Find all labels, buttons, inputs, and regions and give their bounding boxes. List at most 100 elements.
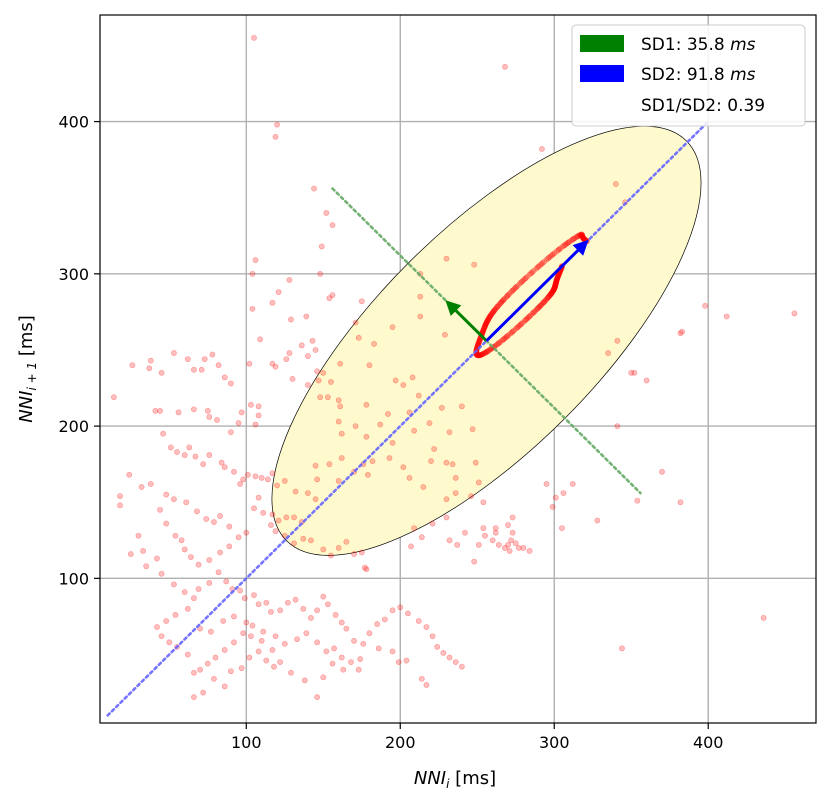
scatter-point (292, 488, 299, 495)
scatter-point (244, 471, 251, 478)
scatter-point (218, 459, 225, 466)
scatter-point (539, 260, 546, 266)
scatter-point (552, 283, 559, 289)
scatter-point (418, 534, 425, 541)
scatter-point (505, 541, 511, 548)
scatter-point (505, 522, 511, 528)
scatter-point (523, 316, 530, 323)
scatter-point (482, 321, 489, 328)
scatter-point (537, 262, 543, 269)
scatter-point (530, 268, 537, 274)
scatter-point (634, 497, 641, 504)
scatter-point (221, 374, 228, 381)
scatter-point (482, 349, 489, 356)
scatter-point (231, 613, 237, 620)
scatter-point (486, 315, 492, 321)
scatter-point (452, 474, 459, 481)
scatter-point (152, 407, 159, 414)
scatter-point (555, 247, 562, 253)
scatter-point (554, 274, 561, 281)
scatter-point (167, 444, 174, 451)
scatter-point (677, 499, 684, 506)
scatter-point (548, 291, 554, 297)
scatter-point (227, 668, 234, 675)
scatter-point (552, 281, 559, 288)
scatter-point (628, 369, 635, 376)
scatter-point (446, 654, 453, 661)
scatter-point (502, 334, 509, 341)
scatter-point (614, 337, 621, 344)
scatter-point (283, 356, 290, 363)
scatter-point (352, 319, 359, 326)
scatter-point (314, 476, 321, 483)
y-tick-label: 400 (58, 113, 89, 132)
scatter-point (521, 318, 528, 324)
scatter-point (272, 633, 279, 640)
scatter-point (241, 595, 248, 602)
scatter-point (274, 121, 280, 128)
scatter-point (492, 525, 499, 532)
scatter-point (504, 333, 511, 340)
scatter-point (543, 296, 550, 303)
scatter-point (547, 291, 554, 298)
scatter-point (484, 317, 491, 324)
scatter-point (172, 532, 179, 539)
scatter-point (494, 341, 501, 348)
scatter-point (483, 349, 490, 355)
scatter-point (552, 494, 559, 501)
scatter-point (480, 327, 487, 333)
scatter-point (203, 516, 210, 522)
scatter-point (533, 265, 539, 272)
scatter-point (443, 514, 450, 521)
scatter-point (269, 360, 276, 367)
scatter-point (482, 323, 488, 329)
scatter-point (209, 351, 216, 358)
scatter-point (317, 270, 324, 277)
scatter-point (198, 366, 205, 373)
scatter-point (537, 302, 544, 309)
scatter-point (417, 293, 424, 300)
scatter-point (496, 301, 503, 307)
scatter-point (420, 484, 427, 490)
scatter-point (314, 368, 321, 375)
scatter-point (215, 362, 222, 369)
scatter-point (474, 351, 480, 358)
scatter-point (579, 233, 586, 240)
scatter-point (110, 394, 117, 401)
scatter-point (163, 491, 170, 498)
y-axis-label: NNIi + 1 [ms] (16, 315, 39, 423)
scatter-point (147, 357, 154, 364)
scatter-point (494, 303, 501, 310)
scatter-point (508, 289, 514, 296)
scatter-point (335, 478, 342, 484)
scatter-point (499, 337, 506, 344)
scatter-point (329, 222, 336, 229)
scatter-point (158, 633, 165, 640)
scatter-point (183, 499, 190, 506)
scatter-point (304, 353, 311, 359)
scatter-point (541, 258, 548, 265)
scatter-point (140, 548, 147, 554)
scatter-point (338, 619, 345, 626)
scatter-point (268, 608, 274, 615)
scatter-point (252, 473, 259, 480)
scatter-point (677, 330, 684, 337)
scatter-point (518, 279, 525, 286)
scatter-point (614, 423, 621, 429)
scatter-point (522, 275, 529, 281)
scatter-point (478, 351, 485, 358)
scatter-point (545, 294, 552, 301)
scatter-point (485, 316, 492, 322)
scatter-point (294, 636, 300, 643)
scatter-point (260, 509, 267, 516)
scatter-point (509, 529, 516, 536)
scatter-point (184, 651, 191, 658)
scatter-point (361, 564, 368, 571)
scatter-point (246, 360, 253, 367)
scatter-point (498, 299, 505, 306)
scatter-point (490, 309, 496, 315)
scatter-point (487, 313, 494, 320)
scatter-point (301, 677, 308, 684)
scatter-point (309, 337, 316, 344)
scatter-point (612, 181, 619, 187)
